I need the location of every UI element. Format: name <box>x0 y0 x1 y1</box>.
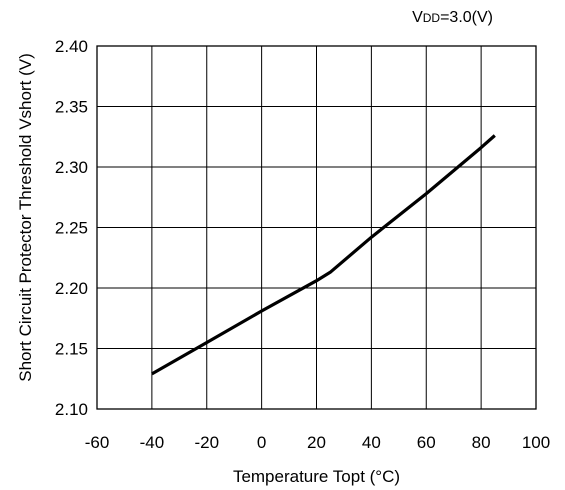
series-layer <box>151 134 496 376</box>
x-tick-label: 60 <box>417 433 436 452</box>
x-tick-label: -20 <box>194 433 219 452</box>
x-tick-label: 80 <box>472 433 491 452</box>
grid <box>97 46 536 409</box>
x-tick-label: -40 <box>140 433 165 452</box>
condition-label: VDD=3.0(V) <box>412 9 493 26</box>
x-tick-label: 0 <box>257 433 266 452</box>
condition-subscript: DD <box>423 11 441 25</box>
x-tick-label: 20 <box>307 433 326 452</box>
y-tick-label: 2.30 <box>55 158 88 177</box>
condition-prefix: V <box>412 9 423 26</box>
data-series-line <box>151 134 496 376</box>
x-tick-labels: -60 -40 -20 0 20 40 60 80 100 <box>85 433 550 452</box>
y-axis-title: Short Circuit Protector Threshold Vshort… <box>16 53 35 381</box>
y-tick-label: 2.15 <box>55 340 88 359</box>
plot-area <box>96 45 537 410</box>
y-tick-label: 2.20 <box>55 279 88 298</box>
x-tick-label: 100 <box>522 433 550 452</box>
y-tick-label: 2.10 <box>55 400 88 419</box>
y-tick-label: 2.40 <box>55 37 88 56</box>
x-axis-title: Temperature Topt (°C) <box>233 467 400 486</box>
y-tick-label: 2.35 <box>55 98 88 117</box>
condition-suffix: =3.0(V) <box>440 9 493 26</box>
y-tick-label: 2.25 <box>55 219 88 238</box>
x-tick-label: -60 <box>85 433 110 452</box>
y-tick-labels: 2.10 2.15 2.20 2.25 2.30 2.35 2.40 <box>55 37 88 419</box>
x-tick-label: 40 <box>362 433 381 452</box>
